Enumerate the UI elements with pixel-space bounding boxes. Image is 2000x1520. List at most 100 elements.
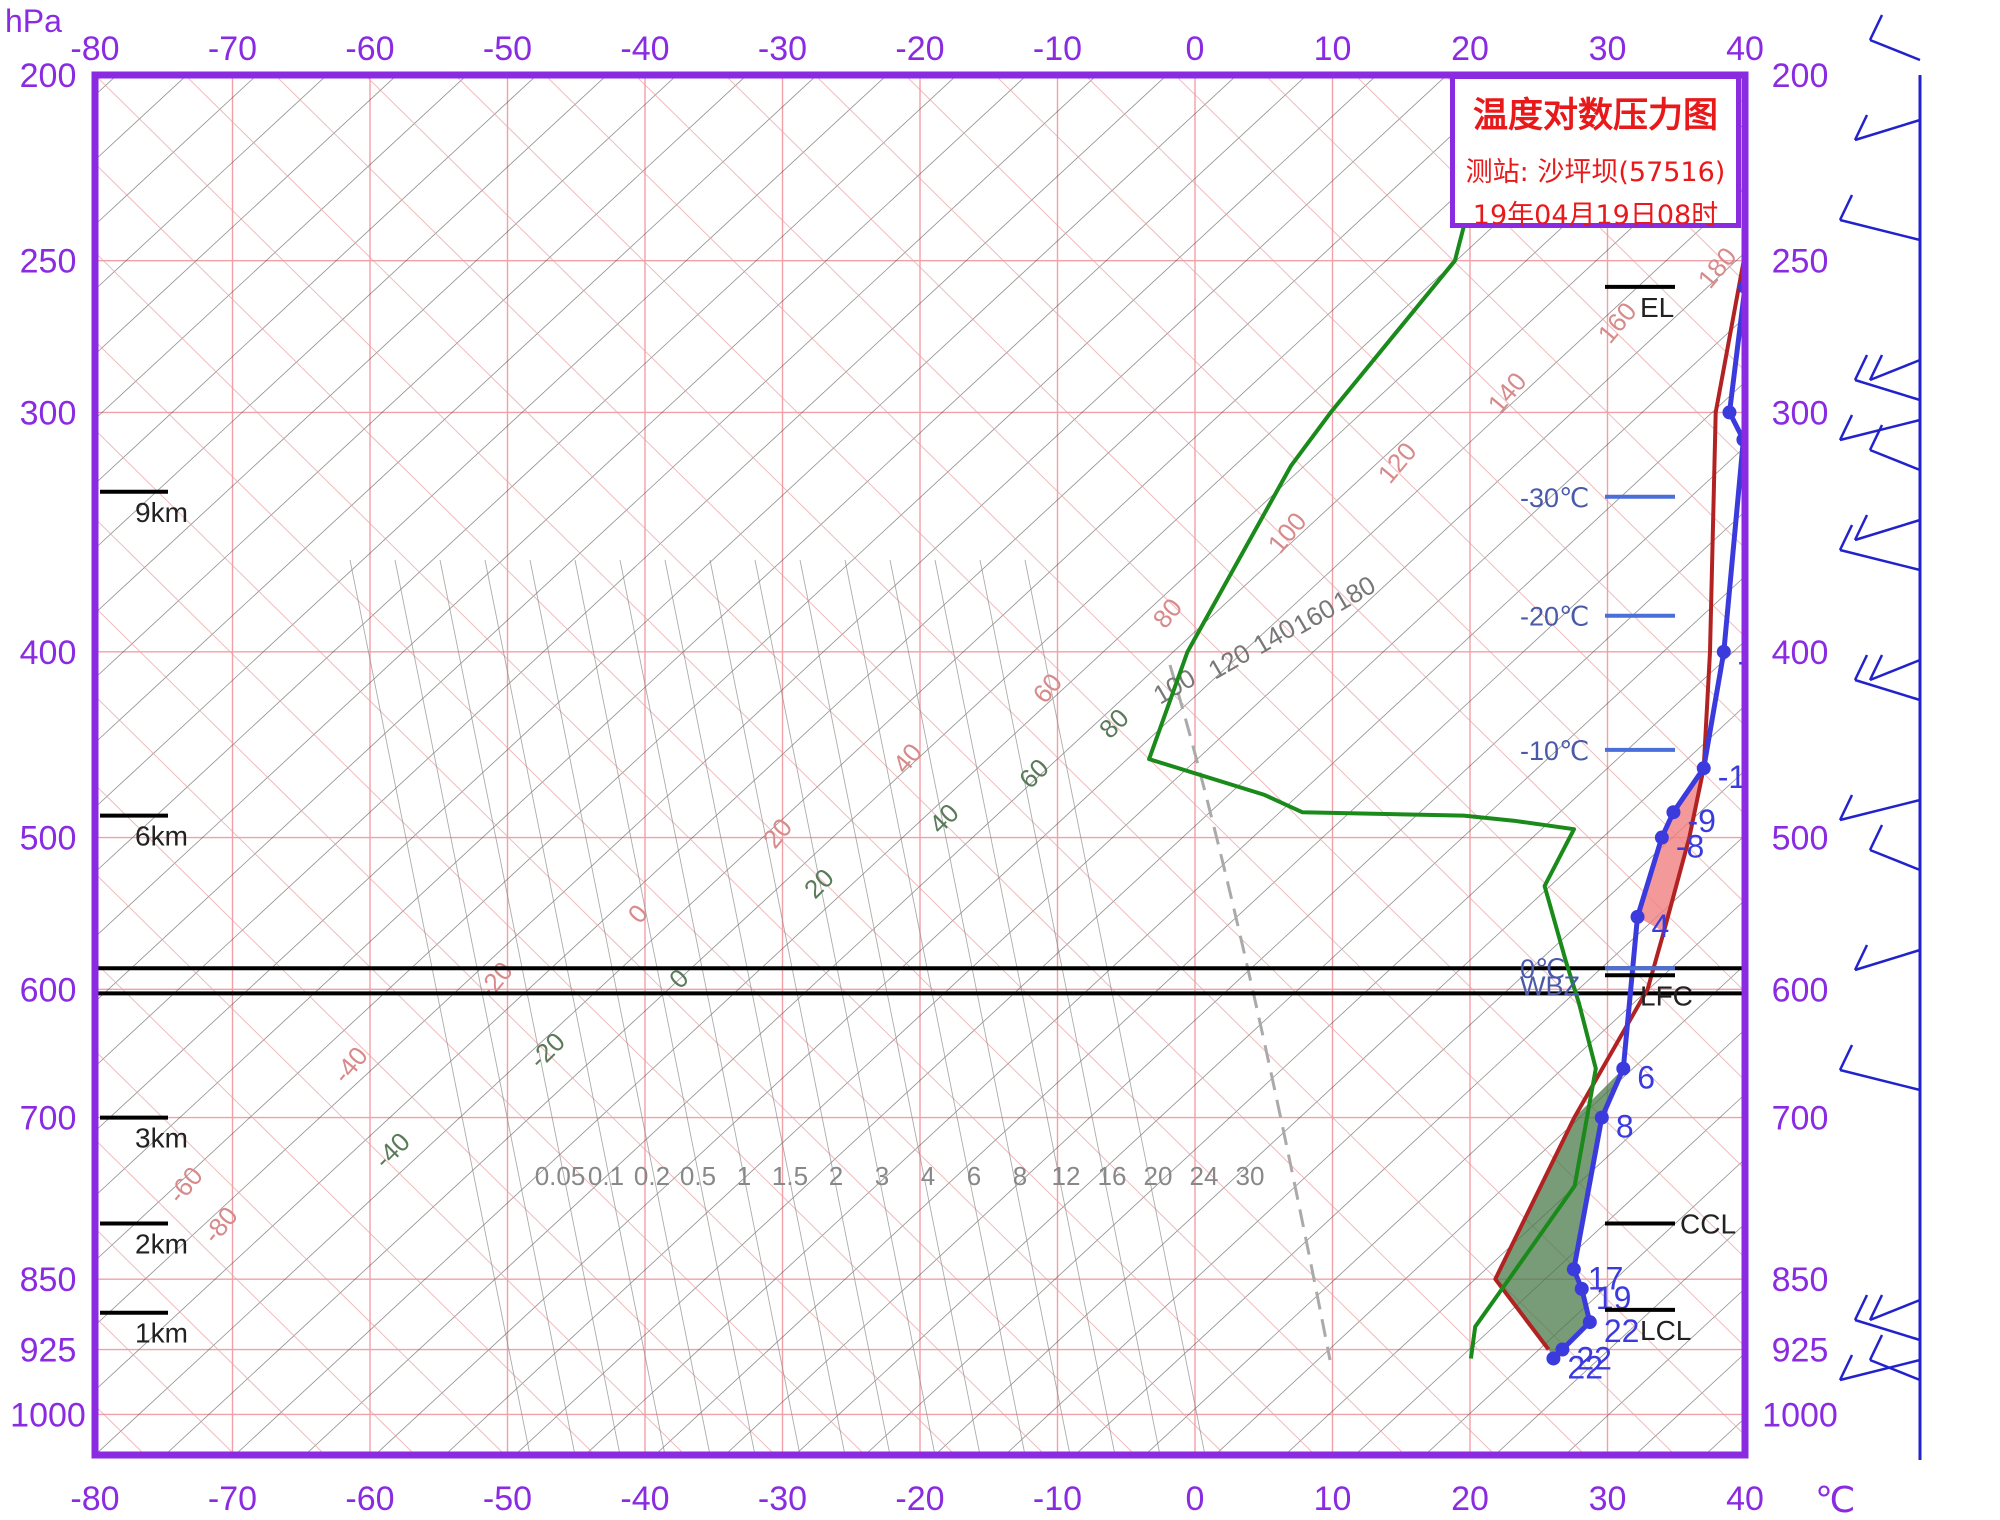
isotherm-line — [1354, 75, 1745, 461]
theta-label-red: 100 — [1262, 506, 1313, 559]
dry-adiabat-line — [724, 510, 1745, 1455]
dry-adiabat-line — [1845, 0, 2000, 1455]
theta-label-red: 160 — [1592, 296, 1643, 349]
dry-adiabat-line — [584, 381, 1745, 1455]
theta-label-green: 20 — [798, 863, 840, 905]
mixing-ratio-label: 24 — [1190, 1161, 1219, 1191]
mixing-ratio-label: 1 — [737, 1161, 751, 1191]
dry-adiabat-line — [95, 75, 538, 485]
dry-adiabat-line — [95, 75, 1378, 1262]
x-tick-label-top: 30 — [1589, 30, 1627, 68]
wind-barb-flag — [1853, 354, 1869, 381]
temperature-point — [1546, 1351, 1561, 1366]
chart-title: 温度对数压力图 — [1472, 96, 1718, 136]
theta-label-red: -20 — [472, 956, 519, 1004]
temperature-point — [1616, 1061, 1631, 1076]
dry-adiabat-line — [95, 75, 398, 355]
pressure-tick-label-left: 500 — [20, 820, 77, 858]
dry-adiabat-line — [95, 75, 1238, 1132]
temperature-value-label: -47 — [1902, 66, 1948, 102]
theta-label-red: 180 — [1692, 241, 1743, 294]
x-tick-label-bottom: -10 — [1033, 1480, 1082, 1518]
temperature-value-label: -9 — [1687, 803, 1715, 839]
dry-adiabat-line — [95, 75, 468, 420]
x-tick-label-top: 20 — [1451, 30, 1489, 68]
wind-barb — [1854, 1318, 1921, 1342]
isotherm-line — [994, 75, 1745, 815]
pressure-tick-label-left: 250 — [20, 243, 77, 281]
temperature-value-label: 8 — [1616, 1109, 1634, 1145]
temperature-point — [1566, 1262, 1581, 1277]
mixing-ratio-label: 0.1 — [588, 1161, 624, 1191]
mixing-ratio-line — [394, 559, 576, 1455]
wind-barb-flag — [1838, 794, 1854, 821]
level-mark-label: EL — [1640, 292, 1674, 323]
isotherm-line — [95, 1405, 146, 1455]
dry-adiabat-line — [95, 75, 678, 614]
isotherm-mark-label: 0℃ — [1520, 954, 1565, 984]
isotherm-line — [1264, 75, 1745, 549]
level-mark-label: CCL — [1680, 1208, 1736, 1239]
wind-barb-flag — [1853, 654, 1869, 681]
temperature-point — [1555, 1342, 1570, 1357]
dry-adiabat-line — [1214, 964, 1745, 1455]
dry-adiabat-line — [95, 75, 818, 744]
x-tick-label-top: -50 — [483, 30, 532, 68]
theta-label-green: 80 — [1093, 703, 1135, 745]
isotherm-line — [634, 75, 1745, 1170]
time-label: 19年04月19日08时 — [1472, 200, 1719, 231]
isotherm-line — [95, 695, 866, 1455]
dry-adiabat-line — [95, 75, 328, 291]
mixing-ratio-line — [709, 559, 891, 1455]
x-tick-label-bottom: -30 — [758, 1480, 807, 1518]
temperature-point — [1722, 405, 1737, 420]
isotherm-line — [95, 606, 956, 1455]
x-tick-label-bottom: -70 — [208, 1480, 257, 1518]
mixing-ratio-label: 0.2 — [634, 1161, 670, 1191]
temperature-value-label: 22 — [1604, 1313, 1640, 1349]
mixing-ratio-line — [349, 559, 531, 1455]
wind-barb-flag — [1868, 824, 1884, 851]
dry-adiabat-line — [444, 251, 1745, 1455]
x-tick-label-bottom: -80 — [70, 1480, 119, 1518]
isotherm-line — [0, 75, 55, 1455]
isotherm-line — [95, 429, 1136, 1455]
x-tick-label-bottom: 10 — [1314, 1480, 1352, 1518]
isotherm-line — [95, 784, 776, 1455]
x-tick-label-bottom: 0 — [1186, 1480, 1205, 1518]
mixing-ratio-label: 12 — [1052, 1161, 1081, 1191]
isotherm-line — [454, 75, 1745, 1348]
wind-barb-flag — [1838, 1354, 1854, 1381]
dry-adiabat-line — [864, 640, 1745, 1455]
pressure-tick-label-right: 300 — [1772, 394, 1829, 432]
dry-adiabat-line — [1915, 0, 2000, 1455]
isotherm-mark-label: -10℃ — [1520, 736, 1589, 766]
wind-barb-flag — [1838, 524, 1854, 551]
wind-barb — [1869, 38, 1921, 62]
temperature-value-label: -8 — [1676, 829, 1704, 865]
mixing-ratio-line — [979, 559, 1161, 1455]
temperature-value-label: 17 — [1588, 1260, 1624, 1296]
dry-adiabat-line — [1704, 1417, 1745, 1455]
x-tick-label-top: -20 — [895, 30, 944, 68]
x-tick-label-bottom: -50 — [483, 1480, 532, 1518]
mixing-ratio-line — [574, 559, 756, 1455]
isotherm-line — [1174, 75, 1745, 638]
dry-adiabat-line — [0, 0, 15, 1455]
mixing-ratio-line — [754, 559, 936, 1455]
isotherm-line — [814, 75, 1745, 993]
mixing-ratio-label: 2 — [829, 1161, 843, 1191]
pressure-tick-label-left: 400 — [20, 634, 77, 672]
x-tick-label-top: 0 — [1186, 30, 1205, 68]
temperature-unit-label: ℃ — [1815, 1479, 1855, 1520]
x-tick-label-bottom: -20 — [895, 1480, 944, 1518]
mixing-ratio-label: 4 — [921, 1161, 935, 1191]
isotherm-line — [95, 1316, 236, 1455]
mixing-ratio-line — [484, 559, 666, 1455]
theta-label-red: 20 — [757, 812, 799, 853]
pressure-tick-label-left: 600 — [20, 971, 77, 1009]
isotherm-line — [95, 75, 1496, 1455]
dry-adiabat-line — [1354, 1093, 1745, 1455]
x-tick-label-top: -70 — [208, 30, 257, 68]
dry-adiabat-line — [95, 75, 958, 873]
